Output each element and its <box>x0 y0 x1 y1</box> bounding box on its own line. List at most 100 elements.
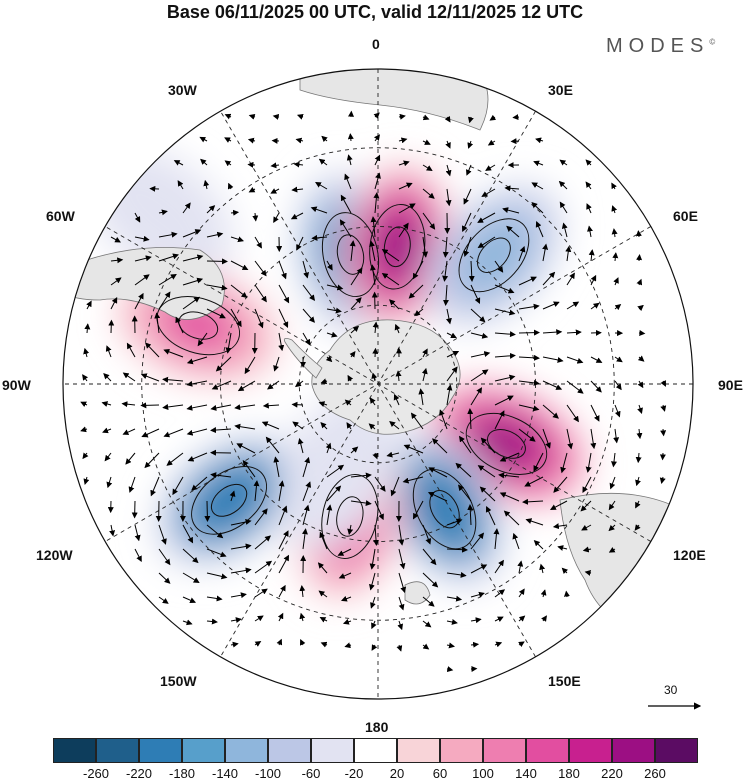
wind-vector <box>294 380 304 388</box>
wind-vector <box>470 617 482 624</box>
wind-vector <box>128 476 136 493</box>
wind-vector <box>318 158 328 166</box>
wind-vector <box>206 258 228 265</box>
wind-vector <box>177 180 184 190</box>
wind-vector <box>614 380 622 391</box>
wind-vector <box>637 404 643 414</box>
wind-vector <box>442 236 449 258</box>
wind-vector <box>494 641 503 648</box>
wind-vector <box>302 260 310 279</box>
wind-vector <box>612 252 619 262</box>
wind-vector <box>422 188 435 199</box>
wind-vector <box>134 548 142 563</box>
colorbar-swatch <box>397 738 440 763</box>
wind-vector <box>466 164 472 176</box>
wind-vector <box>186 428 208 436</box>
wind-vector <box>206 231 224 238</box>
wind-vector <box>374 476 386 492</box>
wind-vector <box>585 181 592 190</box>
map-border <box>62 68 694 700</box>
wind-vector <box>422 164 433 171</box>
contour-line <box>487 429 526 459</box>
wind-vector <box>636 428 643 440</box>
wind-vector <box>542 404 559 419</box>
wind-vector <box>374 172 381 190</box>
wind-vector <box>533 160 544 167</box>
colorbar-label: -100 <box>254 766 282 781</box>
wind-vector <box>296 114 304 120</box>
wind-vector <box>386 451 400 458</box>
wind-vector <box>86 300 92 310</box>
wind-vector <box>134 212 141 223</box>
wind-vector <box>158 209 168 216</box>
wind-vector <box>292 421 304 430</box>
wind-vector <box>414 308 424 317</box>
wind-vector <box>373 524 380 546</box>
wind-vector <box>134 274 150 286</box>
wind-vector <box>432 438 448 454</box>
wind-vector <box>518 641 525 648</box>
anomaly-blob <box>473 418 540 470</box>
wind-vector <box>197 332 208 347</box>
wind-vector <box>542 329 563 336</box>
wind-vector <box>261 421 280 430</box>
colorbar-label: -180 <box>168 766 196 781</box>
colorbar-label: -220 <box>125 766 153 781</box>
wind-vector <box>350 472 372 479</box>
wind-vector <box>230 567 252 574</box>
colorbar-swatch <box>354 738 397 763</box>
wind-vector <box>557 545 568 551</box>
wind-vector <box>467 116 474 124</box>
south-america <box>63 247 225 320</box>
wind-vector <box>446 619 458 625</box>
wind-vector <box>278 308 289 328</box>
wind-vector <box>270 162 280 169</box>
wind-vector <box>542 271 556 286</box>
wind-vector <box>481 188 496 197</box>
wind-vector <box>158 548 171 566</box>
wind-vector <box>542 243 549 262</box>
wind-vector <box>83 347 90 358</box>
wind-vector <box>585 452 592 473</box>
wind-vector <box>565 245 572 262</box>
wind-vector <box>242 459 256 478</box>
wind-vector <box>182 254 204 262</box>
wind-vector <box>566 428 574 450</box>
wind-vector <box>326 260 333 271</box>
wind-vector <box>408 284 424 299</box>
wind-vector <box>373 192 380 214</box>
wind-vector <box>561 567 569 574</box>
wind-vector <box>206 205 216 214</box>
wind-vector <box>586 203 592 214</box>
wind-vector <box>636 278 643 286</box>
wind-vector <box>254 588 268 598</box>
wind-vector <box>487 139 496 146</box>
wind-vector <box>83 476 90 485</box>
wind-vector <box>398 182 413 190</box>
wind-vector <box>609 476 616 490</box>
wind-vector <box>254 236 262 249</box>
wind-vector <box>182 524 194 544</box>
colorbar-swatch <box>655 738 698 763</box>
wind-vector <box>398 572 407 594</box>
colorbar-label: -260 <box>82 766 110 781</box>
wind-vector <box>326 284 344 291</box>
wind-vector <box>252 212 259 222</box>
wind-vector <box>369 240 376 262</box>
wind-vector <box>254 641 262 647</box>
wind-vector <box>270 188 280 194</box>
colorbar-swatch <box>139 738 182 763</box>
wind-vector <box>191 476 208 491</box>
modes-logo: MODES© <box>606 35 715 58</box>
wind-vector <box>182 202 191 214</box>
wind-vector <box>494 410 505 430</box>
wind-vector <box>346 154 353 166</box>
wind-vector <box>580 500 592 512</box>
wind-vector <box>590 302 600 310</box>
contour-line <box>465 412 548 475</box>
wind-vector <box>422 236 429 258</box>
wind-vector <box>230 236 245 243</box>
wind-vector <box>210 472 232 479</box>
wind-vector <box>372 452 379 460</box>
wind-vector <box>442 260 449 282</box>
